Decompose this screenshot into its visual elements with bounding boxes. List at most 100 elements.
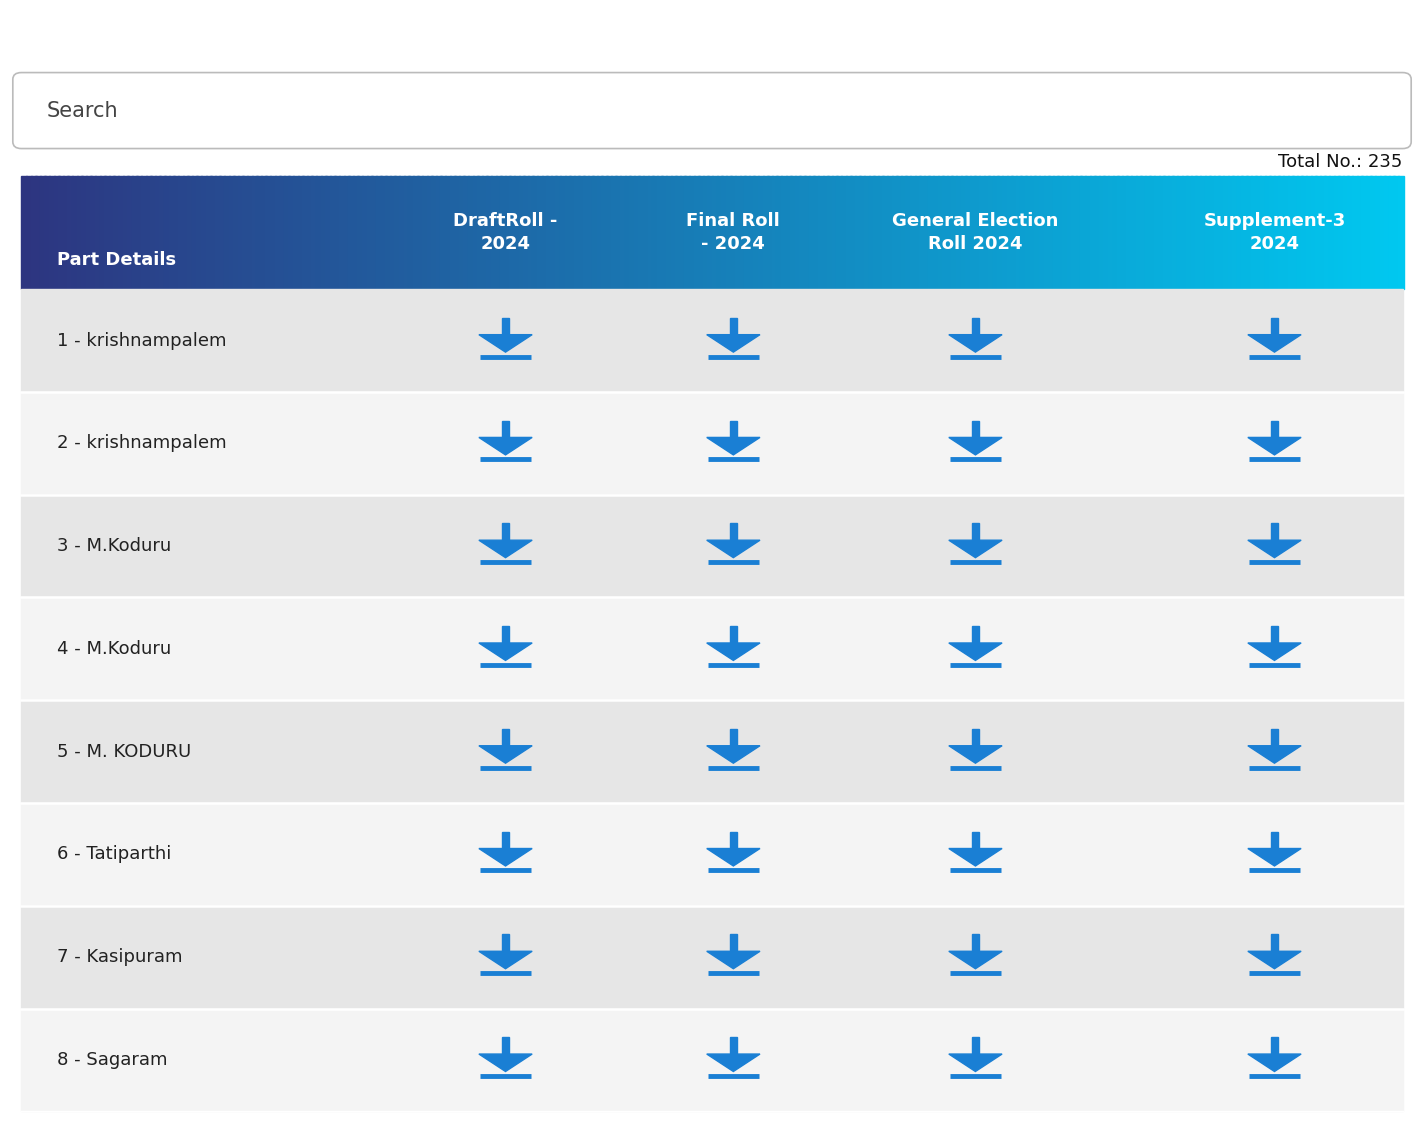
Bar (298, 176, 303, 289)
Bar (1357, 176, 1363, 289)
Bar (850, 176, 856, 289)
Bar (1112, 176, 1119, 289)
Bar (145, 176, 152, 289)
Bar (772, 176, 778, 289)
Bar (81, 176, 87, 289)
Bar (537, 176, 543, 289)
Bar (1159, 176, 1165, 289)
Bar (384, 176, 392, 289)
Bar (21, 1008, 1403, 1111)
Text: Search: Search (47, 101, 118, 120)
Bar (367, 176, 373, 289)
Bar (1343, 176, 1349, 289)
Bar (487, 176, 493, 289)
Bar (1292, 176, 1299, 289)
Bar (1044, 176, 1049, 289)
Bar (132, 176, 138, 289)
Bar (997, 176, 1004, 289)
Bar (518, 176, 524, 289)
Bar (353, 176, 359, 289)
Bar (500, 176, 507, 289)
FancyBboxPatch shape (13, 73, 1411, 149)
Bar (1351, 176, 1358, 289)
Bar (873, 176, 879, 289)
Bar (570, 176, 575, 289)
Bar (1011, 176, 1017, 289)
Bar (973, 729, 980, 747)
Bar (1394, 176, 1400, 289)
Bar (776, 176, 783, 289)
Bar (906, 176, 911, 289)
Bar (473, 176, 478, 289)
Bar (973, 1038, 980, 1056)
Bar (726, 176, 732, 289)
Bar (1269, 176, 1274, 289)
Bar (739, 176, 746, 289)
Bar (937, 176, 944, 289)
Bar (1062, 176, 1068, 289)
Bar (1145, 176, 1151, 289)
Bar (823, 176, 829, 289)
Bar (993, 176, 998, 289)
Bar (910, 176, 916, 289)
Bar (1209, 176, 1215, 289)
Polygon shape (478, 335, 533, 353)
Text: 1 - krishnampalem: 1 - krishnampalem (57, 331, 226, 349)
Polygon shape (706, 643, 760, 660)
Bar (215, 176, 221, 289)
Polygon shape (478, 1053, 533, 1072)
Bar (1030, 176, 1035, 289)
Bar (887, 176, 893, 289)
Bar (85, 176, 91, 289)
Bar (768, 176, 773, 289)
Bar (607, 176, 612, 289)
Bar (763, 176, 769, 289)
Bar (731, 626, 738, 644)
Bar (973, 421, 980, 439)
Bar (656, 176, 662, 289)
Bar (1048, 176, 1054, 289)
Bar (320, 176, 326, 289)
Bar (1007, 176, 1012, 289)
Bar (21, 289, 1403, 392)
Bar (1310, 176, 1317, 289)
Bar (901, 176, 907, 289)
Bar (1118, 176, 1124, 289)
Bar (26, 176, 31, 289)
Bar (205, 176, 212, 289)
Bar (1205, 176, 1210, 289)
Bar (501, 318, 510, 336)
Bar (1398, 176, 1404, 289)
Text: 4 - M.Koduru: 4 - M.Koduru (57, 640, 171, 658)
Bar (1297, 176, 1303, 289)
Bar (174, 176, 179, 289)
Bar (436, 176, 441, 289)
Bar (799, 176, 806, 289)
Bar (1260, 176, 1266, 289)
Bar (481, 176, 488, 289)
Bar (1099, 176, 1105, 289)
Text: 8 - Sagaram: 8 - Sagaram (57, 1051, 168, 1069)
Bar (1272, 626, 1279, 644)
Bar (168, 176, 175, 289)
Bar (731, 1038, 738, 1056)
Text: Final Roll
- 2024: Final Roll - 2024 (686, 212, 780, 253)
Bar (924, 176, 930, 289)
Bar (67, 176, 74, 289)
Bar (394, 176, 400, 289)
Bar (108, 176, 115, 289)
Bar (54, 176, 60, 289)
Bar (551, 176, 557, 289)
Bar (1131, 176, 1136, 289)
Bar (836, 176, 843, 289)
Bar (339, 176, 345, 289)
Bar (234, 176, 239, 289)
Bar (21, 598, 1403, 701)
Bar (817, 176, 824, 289)
Bar (638, 176, 644, 289)
Bar (1242, 176, 1247, 289)
Bar (1034, 176, 1041, 289)
Bar (1347, 176, 1353, 289)
Bar (973, 524, 980, 541)
Text: DraftRoll -
2024: DraftRoll - 2024 (453, 212, 558, 253)
